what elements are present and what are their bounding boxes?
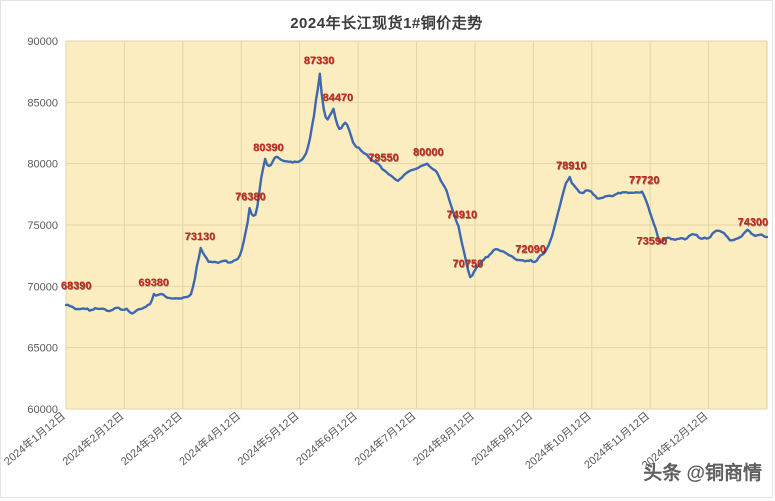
svg-text:76380: 76380: [235, 191, 266, 203]
svg-text:80000: 80000: [27, 159, 58, 171]
svg-text:60000: 60000: [27, 404, 58, 416]
svg-text:75000: 75000: [27, 220, 58, 232]
svg-text:85000: 85000: [27, 97, 58, 109]
svg-text:70000: 70000: [27, 281, 58, 293]
svg-text:68390: 68390: [61, 280, 92, 292]
svg-text:78910: 78910: [556, 160, 587, 172]
svg-text:79550: 79550: [368, 152, 399, 164]
svg-text:2024年8月12日: 2024年8月12日: [410, 409, 477, 468]
svg-text:69380: 69380: [138, 277, 169, 289]
svg-text:2024年4月12日: 2024年4月12日: [176, 409, 243, 468]
svg-text:73130: 73130: [185, 231, 216, 243]
svg-text:80000: 80000: [413, 147, 444, 159]
svg-text:65000: 65000: [27, 343, 58, 355]
svg-text:72090: 72090: [515, 244, 546, 256]
svg-text:2024年9月12日: 2024年9月12日: [468, 409, 535, 468]
svg-text:2024年2月12日: 2024年2月12日: [59, 409, 126, 468]
svg-text:2024年6月12日: 2024年6月12日: [293, 409, 360, 468]
svg-text:74300: 74300: [738, 217, 769, 229]
svg-text:2024年1月12日: 2024年1月12日: [1, 409, 68, 468]
svg-text:77720: 77720: [629, 175, 660, 187]
svg-text:80390: 80390: [253, 142, 284, 154]
svg-text:2024年5月12日: 2024年5月12日: [235, 409, 302, 468]
svg-text:2024年3月12日: 2024年3月12日: [118, 409, 185, 468]
svg-text:2024年7月12日: 2024年7月12日: [351, 409, 418, 468]
svg-text:74910: 74910: [447, 209, 478, 221]
svg-text:84470: 84470: [322, 92, 353, 104]
svg-text:90000: 90000: [27, 36, 58, 48]
svg-text:87330: 87330: [304, 55, 335, 67]
svg-text:73590: 73590: [636, 235, 667, 247]
svg-text:70750: 70750: [452, 258, 483, 270]
